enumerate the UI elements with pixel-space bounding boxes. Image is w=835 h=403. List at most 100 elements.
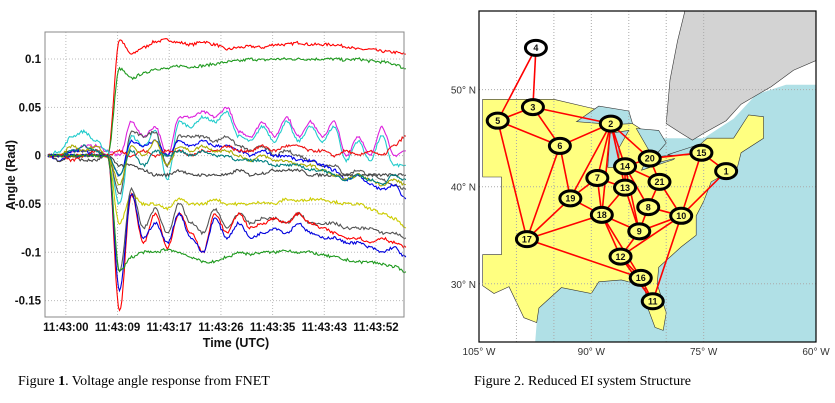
node-label: 12: [616, 252, 626, 262]
node-label: 6: [557, 141, 562, 151]
node-ring: [520, 98, 545, 117]
node-12[interactable]: 12: [608, 247, 633, 266]
figure-1-voltage-angle-chart: 0.1 0.05 0 -0.05 -0.1 -0.15 11:43:00 11:43:09 1…: [0, 0, 420, 360]
longitude-label: 90° W: [578, 347, 606, 358]
x-tick-labels: 11:43:00 11:43:09 11:43:17 11:43:26 11:43:35…: [43, 322, 399, 334]
node-19[interactable]: 19: [558, 189, 583, 208]
latitude-label: 50° N: [451, 86, 476, 97]
x-tick-label: 11:43:35: [250, 322, 296, 334]
figure-2-caption: Figure 2. Reduced EI system Structure: [474, 374, 691, 389]
edge-10-12: [620, 215, 682, 258]
series-line-12: [47, 153, 407, 312]
node-17[interactable]: 17: [514, 230, 539, 249]
x-tick-label: 11:43:00: [43, 322, 88, 334]
edge-17-18: [526, 214, 603, 240]
node-8[interactable]: 8: [636, 198, 661, 217]
grid-lines: [45, 32, 404, 317]
node-label: 13: [620, 183, 630, 193]
latitude-label: 40° N: [451, 183, 476, 194]
node-label: 21: [654, 177, 664, 187]
series-lines: [47, 38, 407, 312]
node-ring: [628, 268, 653, 287]
figure-2-ei-system-map: 1 2 3 4 5 6 7 8 9 10 11 12 13 14 15 16 17 18 19 20 21 105° W…: [440, 0, 835, 360]
x-axis-title: Time (UTC): [203, 336, 269, 350]
node-5[interactable]: 5: [485, 111, 510, 130]
node-4[interactable]: 4: [523, 38, 548, 57]
node-label: 2: [608, 119, 613, 129]
node-ring: [585, 168, 610, 187]
node-14[interactable]: 14: [613, 157, 638, 176]
node-label: 8: [646, 202, 651, 212]
caption-text: . Voltage angle response from FNET: [65, 374, 270, 389]
node-label: 20: [645, 154, 655, 164]
node-ring: [613, 178, 638, 197]
node-ring: [523, 38, 548, 57]
node-21[interactable]: 21: [647, 172, 672, 191]
node-ring: [647, 172, 672, 191]
caption-prefix: Figure: [18, 374, 59, 389]
edge-5-17: [496, 120, 528, 240]
edge-4-5: [497, 47, 537, 122]
node-2[interactable]: 2: [598, 114, 623, 133]
x-tick-label: 11:43:52: [353, 322, 398, 334]
x-tick-label: 11:43:26: [198, 322, 243, 334]
node-13[interactable]: 13: [613, 178, 638, 197]
node-9[interactable]: 9: [627, 222, 652, 241]
y-axis-title: Angle (Rad): [4, 140, 18, 210]
node-ring: [669, 206, 694, 225]
edge-3-2: [532, 106, 611, 125]
node-ring: [636, 198, 661, 217]
mexico: [479, 283, 537, 342]
node-15[interactable]: 15: [689, 143, 714, 162]
node-10[interactable]: 10: [669, 206, 694, 225]
node-ring: [485, 111, 510, 130]
node-ring: [608, 247, 633, 266]
y-tick-label: -0.15: [15, 296, 42, 308]
figure-1-caption: Figure 1. Voltage angle response from FN…: [18, 374, 270, 390]
node-ring: [598, 114, 623, 133]
edge-10-11: [651, 215, 682, 302]
plot-frame: [44, 31, 405, 318]
longitude-label: 60° W: [802, 347, 830, 358]
node-label: 16: [636, 273, 646, 283]
x-tick-label: 11:43:43: [302, 322, 347, 334]
edge-2-19: [569, 123, 612, 199]
node-11[interactable]: 11: [640, 292, 665, 311]
node-label: 19: [565, 194, 575, 204]
edge-1-10: [680, 170, 727, 217]
node-6[interactable]: 6: [547, 136, 572, 155]
node-label: 11: [648, 296, 658, 306]
node-1[interactable]: 1: [714, 162, 739, 181]
y-tick-label: -0.1: [21, 247, 41, 259]
longitude-label: 105° W: [463, 347, 496, 358]
map-tick-labels: 105° W 90° W 75° W 60° W 50° N 40° N 30° N: [451, 86, 830, 358]
node-ring: [637, 149, 662, 168]
series-line-14: [47, 152, 407, 274]
node-20[interactable]: 20: [637, 149, 662, 168]
node-label: 3: [530, 102, 535, 112]
node-18[interactable]: 18: [589, 205, 614, 224]
edge-2-7: [596, 123, 612, 179]
series-line-3: [47, 110, 406, 206]
node-16[interactable]: 16: [628, 268, 653, 287]
y-tick-label: 0.1: [25, 54, 42, 66]
edge-15-10: [680, 152, 703, 217]
caption-number: 1: [58, 374, 66, 389]
node-7[interactable]: 7: [585, 168, 610, 187]
longitude-label: 75° W: [690, 347, 718, 358]
node-label: 5: [495, 116, 500, 126]
node-ring: [589, 205, 614, 224]
series-line-13: [47, 153, 407, 293]
node-label: 10: [676, 211, 686, 221]
y-tick-labels: 0.1 0.05 0 -0.05 -0.1 -0.15: [15, 54, 42, 308]
node-label: 9: [637, 227, 642, 237]
chart-svg: 0.10.050-0.05-0.1-0.15 11:43:00 11:43:09 1…: [4, 31, 407, 350]
edge-6-17: [526, 145, 561, 240]
node-3[interactable]: 3: [520, 98, 545, 117]
node-ring: [514, 230, 539, 249]
edge-2-18: [601, 123, 612, 215]
edge-4-3: [532, 47, 537, 108]
node-ring: [627, 222, 652, 241]
